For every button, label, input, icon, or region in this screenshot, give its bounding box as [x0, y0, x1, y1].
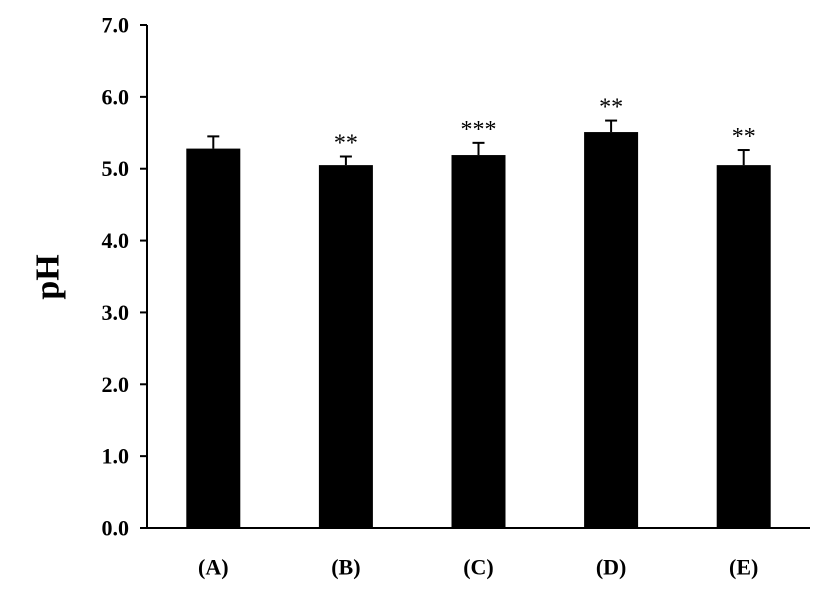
y-tick-label: 5.0: [102, 156, 130, 181]
y-tick-label: 6.0: [102, 84, 130, 109]
x-tick-label: (E): [729, 555, 758, 580]
x-tick-label: (B): [331, 555, 360, 580]
x-tick-label: (A): [198, 555, 229, 580]
significance-label: **: [334, 130, 358, 156]
y-tick-label: 4.0: [102, 228, 130, 253]
bar: [186, 148, 241, 528]
y-axis-label: pH: [30, 254, 67, 299]
y-tick-label: 2.0: [102, 372, 130, 397]
category-labels: (A) (B) (C) (D) (E): [198, 555, 758, 580]
error-bars: [207, 119, 750, 166]
bar: [451, 155, 506, 528]
y-ticks: 0.0 1.0 2.0 3.0 4.0 5.0 6.0 7.0: [102, 13, 147, 541]
significance-label: ***: [461, 117, 497, 143]
bar: [318, 165, 373, 528]
significance-labels: *********: [334, 95, 756, 157]
significance-label: **: [599, 95, 623, 121]
y-tick-label: 0.0: [102, 516, 130, 541]
y-tick-label: 3.0: [102, 300, 130, 325]
x-tick-label: (D): [596, 555, 627, 580]
bars: [186, 132, 771, 528]
significance-label: **: [732, 124, 756, 150]
y-tick-label: 7.0: [102, 13, 130, 38]
bar: [584, 132, 639, 528]
x-tick-label: (C): [463, 555, 494, 580]
y-tick-label: 1.0: [102, 444, 130, 469]
bar: [716, 165, 771, 528]
